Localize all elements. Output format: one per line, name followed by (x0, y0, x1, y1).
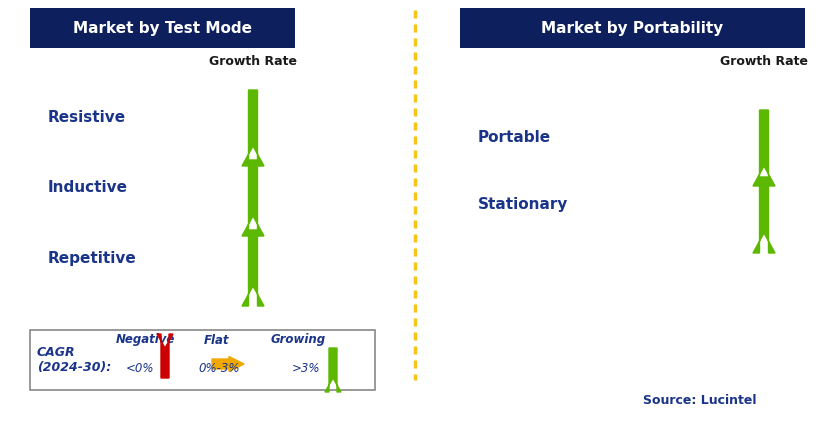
Text: CAGR: CAGR (37, 346, 75, 358)
Text: Inductive: Inductive (48, 180, 128, 195)
Polygon shape (752, 110, 774, 186)
Text: Stationary: Stationary (478, 198, 568, 212)
Text: Resistive: Resistive (48, 110, 126, 126)
Text: Growth Rate: Growth Rate (209, 55, 296, 68)
Text: Market by Test Mode: Market by Test Mode (73, 21, 252, 35)
Polygon shape (212, 357, 243, 371)
Polygon shape (325, 348, 340, 392)
Text: <0%: <0% (126, 361, 154, 374)
Text: (2024-30):: (2024-30): (37, 361, 111, 374)
Text: Portable: Portable (478, 131, 551, 145)
Text: Growth Rate: Growth Rate (720, 55, 807, 68)
Polygon shape (242, 90, 263, 166)
Polygon shape (156, 334, 173, 378)
Polygon shape (242, 160, 263, 236)
Text: Repetitive: Repetitive (48, 251, 137, 265)
Bar (30, 8, 295, 48)
Text: Flat: Flat (204, 333, 229, 346)
Text: Market by Portability: Market by Portability (541, 21, 723, 35)
Bar (460, 8, 804, 48)
Polygon shape (752, 177, 774, 253)
Bar (30, 330, 374, 390)
Text: Negative: Negative (115, 333, 175, 346)
Text: >3%: >3% (291, 361, 320, 374)
Polygon shape (242, 230, 263, 306)
Text: Growing: Growing (270, 333, 325, 346)
Text: Source: Lucintel: Source: Lucintel (643, 393, 756, 406)
Text: 0%-3%: 0%-3% (198, 361, 239, 374)
